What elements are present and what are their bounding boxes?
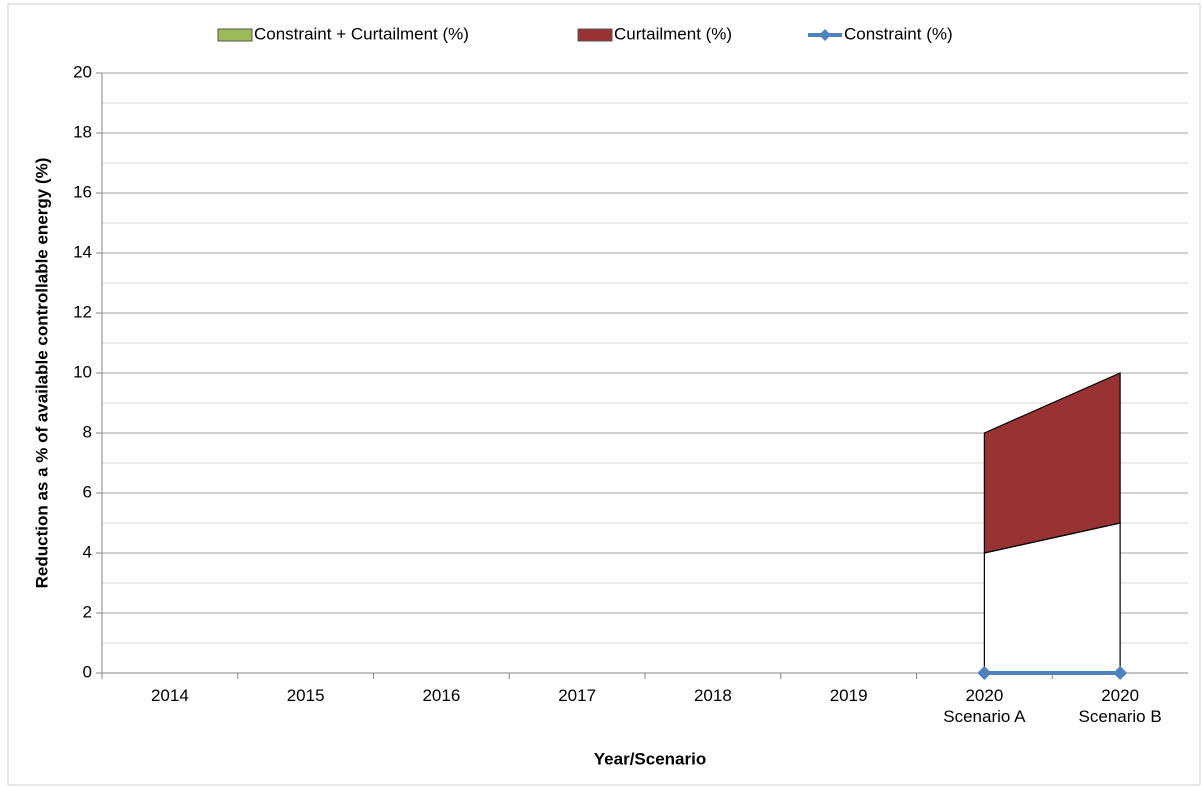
y-tick-label: 16 xyxy=(73,182,92,201)
y-tick-label: 10 xyxy=(73,362,92,381)
legend-label: Curtailment (%) xyxy=(614,24,732,43)
y-tick-label: 18 xyxy=(73,122,92,141)
x-tick-label: 2017 xyxy=(558,686,597,705)
y-tick-label: 2 xyxy=(83,602,92,621)
x-tick-label: 2016 xyxy=(422,686,461,705)
x-tick-label: 2018 xyxy=(693,686,732,705)
legend-swatch xyxy=(217,28,253,42)
x-axis-label: Year/Scenario xyxy=(594,749,706,768)
legend-swatch xyxy=(819,29,831,41)
x-tick-label: 2020 Scenario B xyxy=(1078,686,1162,726)
x-tick-label: 2020 Scenario A xyxy=(943,686,1026,726)
legend-swatch xyxy=(577,28,613,42)
y-tick-label: 6 xyxy=(83,482,92,501)
legend-label: Constraint + Curtailment (%) xyxy=(254,24,469,43)
y-axis-label: Reduction as a % of available controllab… xyxy=(32,158,51,589)
x-tick-label: 2015 xyxy=(286,686,325,705)
y-tick-label: 14 xyxy=(73,242,92,261)
line-marker xyxy=(1113,666,1128,680)
line-marker xyxy=(977,666,992,680)
y-tick-label: 4 xyxy=(83,542,92,561)
y-tick-label: 20 xyxy=(73,62,92,81)
x-tick-label: 2014 xyxy=(150,686,189,705)
legend-label: Constraint (%) xyxy=(844,24,953,43)
area xyxy=(983,372,1121,554)
y-tick-label: 12 xyxy=(73,302,92,321)
x-tick-label: 2019 xyxy=(829,686,868,705)
y-tick-label: 0 xyxy=(83,662,92,681)
y-tick-label: 8 xyxy=(83,422,92,441)
